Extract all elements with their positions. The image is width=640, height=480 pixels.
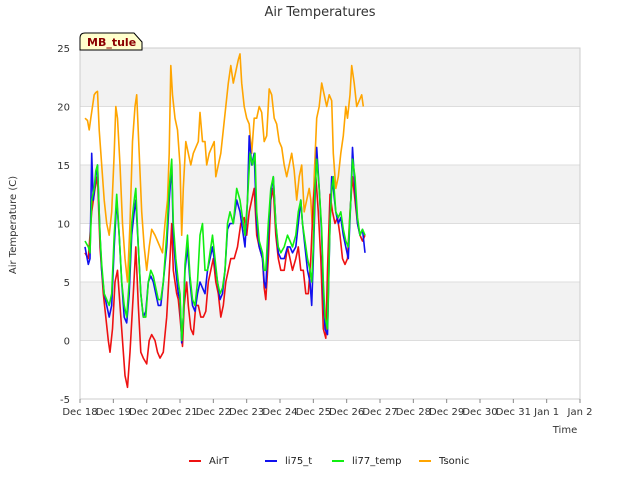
plot-bands [80,48,580,341]
legend-label: li77_temp [352,456,401,467]
legend: AirT li75_t li77_temp Tsonic [189,456,469,467]
y-tick-label: 5 [64,278,70,289]
y-tick-label: 10 [57,220,70,231]
x-tick-label: Dec 24 [262,407,297,418]
x-tick-label: Dec 22 [196,407,231,418]
x-tick-label: Dec 31 [496,407,531,418]
legend-label: li75_t [285,456,312,467]
legend-label: AirT [209,456,230,467]
plot-band [80,282,580,341]
y-axis-ticks: -5 0 5 10 15 20 25 [57,44,70,406]
x-axis-label: Time [552,425,577,436]
series-line-tsonic [84,53,365,283]
x-tick-label: Dec 20 [129,407,164,418]
series-line-li77-temp [84,152,366,342]
x-tick-label: Dec 18 [62,407,97,418]
series-line-airt [84,175,366,389]
series-lines [84,53,366,389]
x-tick-label: Dec 25 [296,407,331,418]
y-axis-label: Air Temperature (C) [8,176,19,274]
x-tick-label: Dec 27 [362,407,397,418]
x-tick-label: Dec 19 [96,407,131,418]
x-tick-label: Jan 1 [533,407,559,418]
station-badge-box [79,32,143,51]
y-tick-label: 20 [57,103,70,114]
x-tick-label: Dec 28 [396,407,431,418]
legend-label: Tsonic [438,456,469,467]
y-tick-label: 0 [64,337,70,348]
x-tick-label: Dec 23 [229,407,264,418]
y-tick-label: 15 [57,161,70,172]
plot-frame [79,47,581,400]
x-tick-label: Dec 29 [429,407,464,418]
x-tick-label: Dec 21 [162,407,197,418]
x-tick-label: Dec 26 [329,407,364,418]
y-tick-label: -5 [60,395,70,406]
station-badge-label: MB_tule [87,36,136,49]
x-tick-label: Jan 2 [567,407,593,418]
chart-title: Air Temperatures [264,5,375,20]
y-tick-label: 25 [57,44,70,55]
station-badge: MB_tule [79,32,143,51]
x-tick-label: Dec 30 [462,407,497,418]
